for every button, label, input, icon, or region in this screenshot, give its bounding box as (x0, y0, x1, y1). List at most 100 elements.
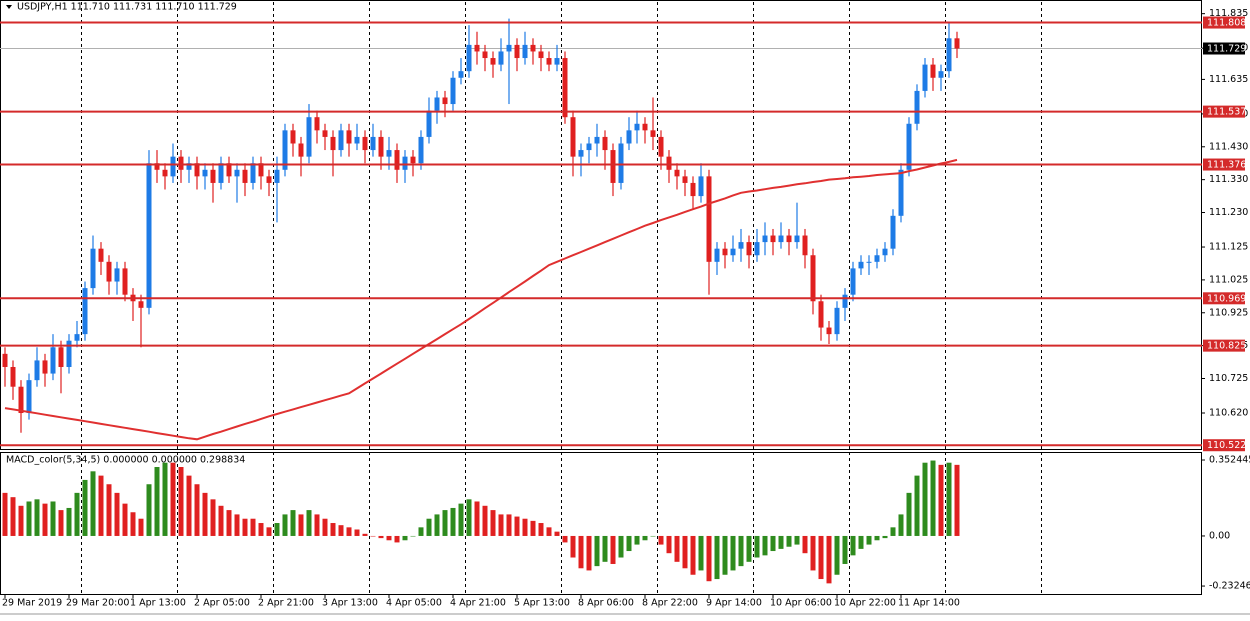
candle-body (210, 169, 216, 183)
macd-bar (818, 535, 824, 580)
macd-bar (594, 535, 600, 567)
macd-bar (458, 503, 464, 536)
macd-bar (938, 464, 944, 536)
macd-bar (690, 535, 696, 575)
macd-bar (706, 535, 712, 582)
macd-bar (738, 535, 744, 567)
candle-body (282, 130, 288, 170)
candle-body (626, 130, 632, 144)
macd-bar (906, 492, 912, 536)
macd-bar (242, 518, 248, 536)
macd-bar (106, 484, 112, 536)
candle-body (874, 255, 880, 262)
candle-body (914, 90, 920, 124)
candle-body (42, 360, 48, 374)
candle-body (922, 64, 928, 91)
candle-body (330, 136, 336, 151)
macd-bar (858, 535, 864, 549)
candle-body (10, 366, 16, 387)
macd-bar (58, 510, 64, 536)
menu-arrow[interactable] (6, 5, 12, 9)
last-price-tag (1203, 42, 1245, 55)
macd-bar (842, 535, 848, 564)
macd-bar (778, 535, 784, 549)
macd-bar (146, 484, 152, 536)
macd-bar (914, 475, 920, 536)
candle-body (642, 123, 648, 131)
macd-bar (202, 492, 208, 536)
macd-bar (890, 527, 896, 536)
macd-bar (74, 492, 80, 536)
candle-body (58, 347, 64, 367)
candle-body (786, 235, 792, 243)
candle-body (266, 176, 272, 183)
macd-bar (610, 535, 616, 564)
macd-bar (378, 535, 384, 539)
macd-bar (290, 510, 296, 536)
y-tick-label: 111.430 (1209, 141, 1248, 152)
macd-bar (514, 516, 520, 536)
candle-body (802, 235, 808, 256)
macd-bar (466, 499, 472, 536)
macd-bar (874, 535, 880, 541)
macd-bar (650, 535, 656, 537)
macd-bar (210, 499, 216, 536)
y-tick-label: 110.925 (1209, 307, 1248, 318)
candle-body (354, 136, 360, 144)
candle-body (458, 71, 464, 78)
candle-body (650, 130, 656, 137)
macd-bar (946, 462, 952, 536)
macd-bar (922, 462, 928, 536)
macd-bar (898, 514, 904, 536)
candle-body (498, 51, 504, 65)
macd-bar (130, 512, 136, 536)
macd-bar (546, 527, 552, 536)
price-title: USDJPY,H1 111.710 111.731 111.710 111.72… (17, 2, 237, 13)
candle-body (522, 44, 528, 59)
macd-bar (394, 535, 400, 543)
x-tick-label: 8 Apr 22:00 (642, 598, 698, 609)
candle-body (898, 169, 904, 216)
x-tick-label: 10 Apr 22:00 (834, 598, 896, 609)
candle-body (706, 176, 712, 262)
candle-body (274, 169, 280, 183)
candle-body (298, 143, 304, 157)
candle-body (450, 77, 456, 105)
macd-bar (786, 535, 792, 547)
candle-body (658, 136, 664, 157)
candle-body (506, 44, 512, 52)
macd-bar (626, 535, 632, 552)
x-tick-label: 2 Apr 05:00 (194, 598, 250, 609)
candle-body (418, 136, 424, 164)
candle-body (794, 235, 800, 243)
x-tick-label: 2 Apr 21:00 (258, 598, 314, 609)
level-tag (1203, 339, 1245, 352)
macd-bar (714, 535, 720, 580)
candle-body (946, 38, 952, 72)
candle-body (154, 163, 160, 170)
candle-body (98, 248, 104, 262)
macd-bar (138, 518, 144, 536)
candle-body (146, 163, 152, 308)
macd-bar (194, 484, 200, 536)
candle-body (474, 44, 480, 52)
macd-bar (2, 492, 8, 536)
level-label: 110.522 (1207, 440, 1246, 451)
candle-body (194, 163, 200, 177)
candle-body (546, 58, 552, 65)
macd-bar (266, 527, 272, 536)
macd-bar (770, 535, 776, 552)
macd-bar (834, 535, 840, 575)
price-panel-frame (0, 0, 1202, 450)
macd-bar (346, 527, 352, 536)
candle-body (106, 261, 112, 282)
candle-body (722, 248, 728, 256)
macd-bar (482, 505, 488, 536)
macd-bar (810, 535, 816, 571)
macd-bar (802, 535, 808, 554)
macd-bar (826, 535, 832, 584)
macd-title: MACD_color(5,34,5) 0.000000 0.000000 0.2… (6, 455, 245, 466)
macd-bar (98, 475, 104, 536)
candle-body (866, 261, 872, 263)
macd-bar (442, 510, 448, 536)
